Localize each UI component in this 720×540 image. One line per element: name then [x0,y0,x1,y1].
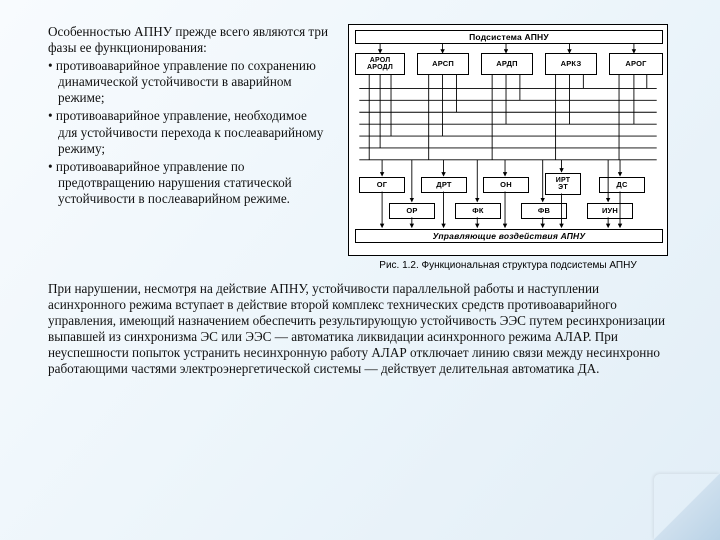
row1-arog: АРОГ [609,53,663,75]
diagram-bottom-bar: Управляющие воздействия АПНУ [355,229,663,243]
row3-iun: ИУН [587,203,633,219]
row2-og: ОГ [359,177,405,193]
diagram-top-bar: Подсистема АПНУ [355,30,663,44]
bullet-3: противоаварийное управление по предотвра… [48,159,328,207]
row1-arol-arodl: АРОЛ АРОДЛ [355,53,405,75]
top-row: Особенностью АПНУ прежде всего являются … [48,24,672,271]
slide-page: Особенностью АПНУ прежде всего являются … [0,0,720,540]
row1-arol: АРОЛ [370,57,391,64]
row3-fk: ФК [455,203,501,219]
row2-irt-et: ИРТ ЭТ [545,173,581,195]
apnu-diagram: Подсистема АПНУ АРОЛ АРОДЛ АРСП АРДП АРК… [348,24,668,256]
left-text-block: Особенностью АПНУ прежде всего являются … [48,24,328,271]
page-curl-icon [654,474,720,540]
row1-arsp: АРСП [417,53,469,75]
bullet-1: противоаварийное управление по сохранени… [48,58,328,106]
bullet-2: противоаварийное управление, необходимое… [48,108,328,156]
intro-paragraph: Особенностью АПНУ прежде всего являются … [48,24,328,56]
row3-or: ОР [389,203,435,219]
figure-block: Подсистема АПНУ АРОЛ АРОДЛ АРСП АРДП АРК… [344,24,672,271]
row1-ardp: АРДП [481,53,533,75]
row1-arkz: АРКЗ [545,53,597,75]
figure-caption: Рис. 1.2. Функциональная структура подси… [379,260,636,271]
row2-ds: ДС [599,177,645,193]
row2-on: ОН [483,177,529,193]
row2-drt: ДРТ [421,177,467,193]
body-paragraph: При нарушении, несмотря на действие АПНУ… [48,281,672,378]
row1-arodl: АРОДЛ [367,64,393,71]
row3-fv: ФВ [521,203,567,219]
